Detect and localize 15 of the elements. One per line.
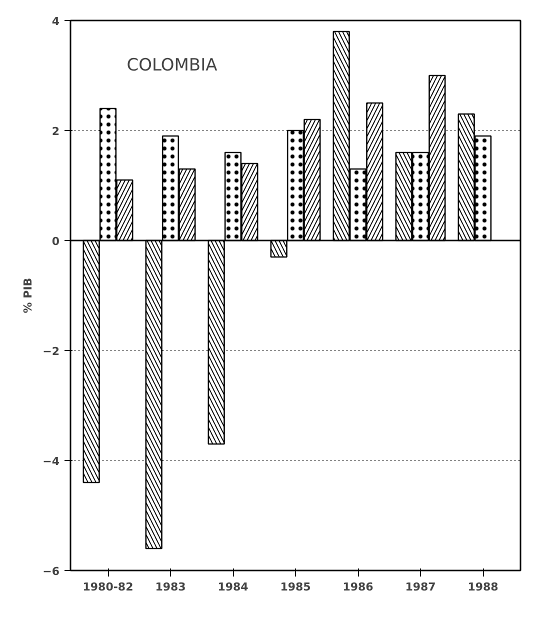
y-tick-label: −4 — [42, 455, 60, 468]
y-axis-title: % PIB — [22, 278, 35, 314]
y-tick-label: −6 — [42, 565, 60, 578]
x-tick-label: 1987 — [405, 580, 436, 594]
y-tick-label: 2 — [52, 125, 60, 138]
x-tick-label: 1980-82 — [82, 580, 134, 594]
text: COLOMBIA — [126, 56, 218, 76]
x-tick-label: 1985 — [280, 580, 311, 594]
x-tick-label: 1986 — [342, 580, 374, 594]
y-tick-label: 0 — [52, 235, 60, 248]
y-tick-label: 4 — [52, 15, 60, 28]
x-tick-label: 1984 — [218, 580, 249, 594]
x-tick-label: 1988 — [468, 580, 498, 594]
y-tick-label: −2 — [42, 345, 60, 358]
x-tick-label: 1983 — [155, 580, 186, 594]
